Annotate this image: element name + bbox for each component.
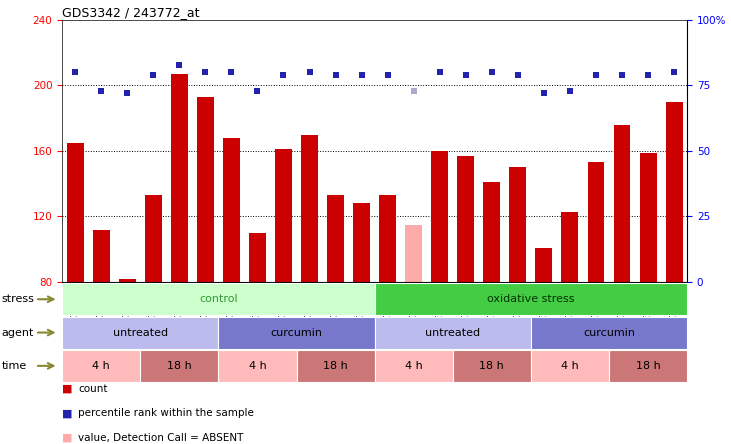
Bar xyxy=(535,248,553,282)
Text: 18 h: 18 h xyxy=(323,361,348,371)
Bar xyxy=(145,195,162,282)
Bar xyxy=(640,153,656,282)
Text: 18 h: 18 h xyxy=(480,361,504,371)
Text: agent: agent xyxy=(1,328,34,337)
Text: 4 h: 4 h xyxy=(249,361,266,371)
Bar xyxy=(561,211,578,282)
Bar xyxy=(379,195,396,282)
Text: GDS3342 / 243772_at: GDS3342 / 243772_at xyxy=(62,6,200,19)
Bar xyxy=(197,97,214,282)
Text: 4 h: 4 h xyxy=(561,361,579,371)
Bar xyxy=(223,138,240,282)
Bar xyxy=(458,156,474,282)
Bar xyxy=(249,233,266,282)
Text: oxidative stress: oxidative stress xyxy=(487,294,575,304)
Bar xyxy=(510,167,526,282)
Bar xyxy=(67,143,83,282)
Text: 4 h: 4 h xyxy=(405,361,423,371)
Text: percentile rank within the sample: percentile rank within the sample xyxy=(78,408,254,419)
Bar xyxy=(666,102,683,282)
Text: curcumin: curcumin xyxy=(583,328,635,337)
Text: control: control xyxy=(199,294,238,304)
Bar xyxy=(93,230,110,282)
Text: count: count xyxy=(78,384,107,394)
Bar xyxy=(275,149,292,282)
Text: stress: stress xyxy=(1,294,34,304)
Bar xyxy=(301,135,318,282)
Bar xyxy=(327,195,344,282)
Bar xyxy=(171,74,188,282)
Bar xyxy=(613,125,631,282)
Bar xyxy=(588,163,605,282)
Bar xyxy=(118,279,136,282)
Text: untreated: untreated xyxy=(425,328,480,337)
Text: ■: ■ xyxy=(62,408,72,419)
Text: 18 h: 18 h xyxy=(636,361,660,371)
Text: 4 h: 4 h xyxy=(92,361,110,371)
Text: ■: ■ xyxy=(62,384,72,394)
Text: time: time xyxy=(1,361,27,371)
Text: 18 h: 18 h xyxy=(167,361,192,371)
Text: ■: ■ xyxy=(62,433,72,443)
Text: untreated: untreated xyxy=(113,328,168,337)
Bar xyxy=(405,225,423,282)
Text: value, Detection Call = ABSENT: value, Detection Call = ABSENT xyxy=(78,433,243,443)
Bar xyxy=(431,151,448,282)
Text: curcumin: curcumin xyxy=(270,328,322,337)
Bar xyxy=(353,203,370,282)
Bar xyxy=(483,182,500,282)
